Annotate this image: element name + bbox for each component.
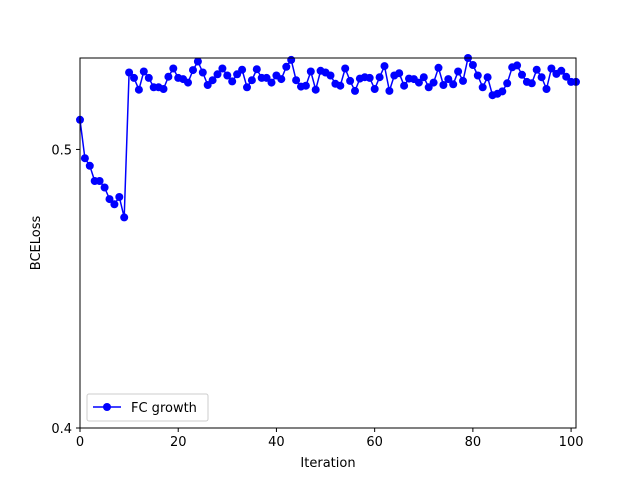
data-point [547,64,556,73]
legend: FC growth [86,393,209,422]
data-point [247,76,256,85]
data-point [375,73,384,82]
data-point [139,67,148,76]
x-tick-label: 100 [559,435,584,450]
data-point [292,76,301,85]
data-point [326,71,335,80]
data-point [429,78,438,87]
data-point [223,71,232,80]
data-point [557,66,566,75]
axes-frame [79,57,577,429]
data-point [346,76,355,85]
data-point [365,73,374,82]
data-point [444,75,453,84]
data-point [306,67,315,76]
data-point [159,85,168,93]
data-point [120,213,129,222]
data-point [395,69,404,78]
data-point [527,79,536,88]
data-point [454,67,463,76]
data-point [105,195,114,204]
data-point [449,80,458,89]
data-point [532,65,541,74]
data-point [193,57,202,66]
data-point [301,81,310,90]
data-point [380,62,389,71]
x-axis-label: Iteration [300,456,355,471]
data-point [252,65,261,74]
data-point [518,70,526,79]
data-point [414,78,423,87]
data-point [400,81,409,90]
y-axis-label: BCELoss [29,216,44,271]
data-point [434,63,443,72]
data-point [198,68,207,77]
data-point [228,77,237,86]
data-point [238,65,247,74]
data-point [311,85,320,94]
data-point [115,193,124,201]
x-tick-label: 40 [268,435,285,450]
data-point [419,73,428,82]
legend-box [86,393,209,422]
data-point [130,73,138,82]
data-point [336,81,345,90]
y-axis: 0.4 0.5 [51,143,80,437]
data-point [208,76,217,85]
series-layer [76,54,580,222]
x-axis: 0 20 40 60 80 100 [76,428,584,450]
x-tick-label: 0 [76,435,84,450]
x-tick-label: 60 [366,435,383,450]
data-point [134,85,143,94]
y-tick-label: 0.4 [51,422,72,437]
data-point [282,62,291,71]
data-point [439,81,448,89]
data-point [473,71,482,80]
data-point [267,78,276,87]
x-tick-label: 80 [465,435,482,450]
data-point [213,70,222,79]
x-tick-label: 20 [170,435,187,450]
data-point [95,177,104,185]
data-point [351,86,359,95]
data-point [85,161,94,170]
data-point [503,79,512,88]
data-point [478,83,487,92]
data-point [459,76,467,85]
data-point [203,81,212,89]
data-point [144,73,153,82]
data-point [169,64,178,73]
legend-marker-sample [103,403,111,411]
data-point [287,55,296,64]
data-point [498,87,507,96]
data-point [562,72,571,81]
data-point [110,200,119,209]
data-point [370,85,379,93]
y-tick-label: 0.5 [51,143,72,158]
data-point [277,75,286,84]
data-point [184,78,192,87]
data-point [483,73,492,82]
data-point [513,61,522,70]
data-point [189,66,197,75]
data-point [243,83,251,92]
data-point [125,68,134,77]
data-point [542,85,551,93]
data-point [468,61,477,69]
data-point [100,183,109,192]
data-point [385,86,394,95]
data-point [537,73,546,82]
legend-series-label: FC growth [131,401,197,416]
data-point [341,64,350,73]
data-point [218,64,227,73]
data-point [80,154,89,163]
data-point [164,72,173,81]
